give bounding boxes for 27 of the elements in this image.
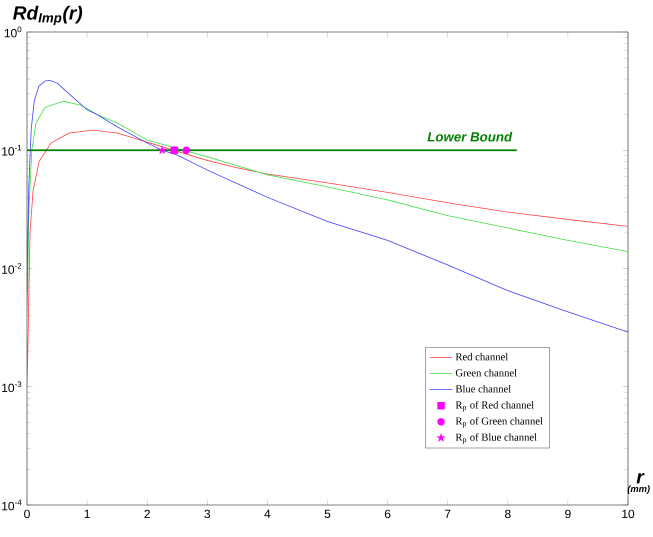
- x-tick-label: 4: [264, 510, 270, 518]
- legend-label: R$_{p}$ of Red channel: [456, 400, 534, 412]
- x-tick-label: 3: [204, 510, 210, 518]
- y-tick-label: 10$^{-2}$: [2, 263, 22, 274]
- legend-label: Blue channel: [456, 384, 511, 392]
- x-axis-title: r: [636, 473, 645, 484]
- y-tick-label: 10$^{-1}$: [2, 144, 22, 156]
- y-tick-label: 10$^{0}$: [4, 26, 22, 38]
- x-tick-label: 8: [505, 510, 511, 518]
- legend-label: Red channel: [456, 352, 508, 360]
- legend-label: R$_{p}$ of Blue channel: [456, 433, 537, 444]
- x-tick-label: 6: [384, 510, 390, 518]
- y-axis-title: Rd$_{Imp}$(r): [13, 6, 82, 26]
- series-label: Lower Bound: [428, 132, 512, 142]
- x-tick-label: 0: [24, 510, 30, 518]
- legend-label: Green channel: [456, 368, 517, 376]
- legend-label: R$_{p}$ of Green channel: [456, 417, 543, 428]
- y-tick-label: 10$^{-4}$: [2, 500, 22, 510]
- x-tick-label: 2: [144, 510, 150, 518]
- x-tick-label: 1: [84, 510, 90, 518]
- x-tick-label: 5: [324, 510, 330, 518]
- x-tick-label: 7: [444, 510, 450, 518]
- x-tick-label: 10: [622, 510, 634, 518]
- y-tick-label: 10$^{-3}$: [2, 381, 22, 392]
- line-series: [27, 130, 628, 394]
- annotation: (mm): [628, 485, 650, 494]
- x-tick-label: 9: [565, 510, 571, 518]
